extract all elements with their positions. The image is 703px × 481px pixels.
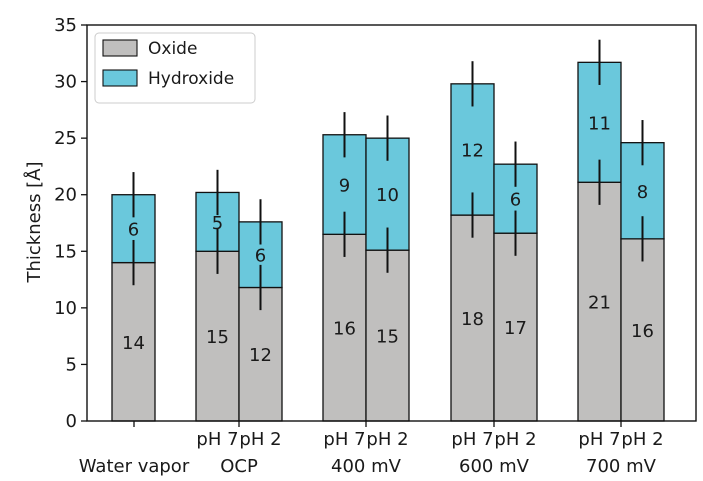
y-tick-label: 20 xyxy=(54,185,77,206)
y-axis-label: Thickness [Å] xyxy=(23,161,45,283)
y-tick-label: 15 xyxy=(54,241,77,262)
group-label: Water vapor xyxy=(79,456,190,477)
legend-label: Oxide xyxy=(148,39,197,59)
oxide-value-label: 21 xyxy=(588,293,611,314)
oxide-value-label: 18 xyxy=(461,309,484,330)
legend-label: Hydroxide xyxy=(148,69,234,89)
hydroxide-value-label: 9 xyxy=(339,176,350,197)
oxide-bar xyxy=(111,261,156,422)
subcategory-label: pH 7 xyxy=(196,429,238,450)
hydroxide-value-label: 12 xyxy=(461,140,484,161)
oxide-value-label: 17 xyxy=(504,318,527,339)
oxide-bar xyxy=(195,250,240,422)
y-tick-label: 0 xyxy=(66,411,77,432)
subcategory-label: pH 7 xyxy=(323,429,365,450)
plot-border xyxy=(86,24,697,422)
group-label: OCP xyxy=(220,456,258,477)
oxide-bar xyxy=(577,181,622,422)
oxide-value-label: 14 xyxy=(122,333,145,354)
y-tick-label: 25 xyxy=(54,128,77,149)
oxide-bar xyxy=(493,232,538,422)
plot-area: 14 6 Water vapor 15 5 pH 7 12 6 pH 2 OCP 16 9 pH 7 15… xyxy=(54,15,697,477)
hydroxide-value-label: 6 xyxy=(255,246,266,267)
y-tick-label: 10 xyxy=(54,298,77,319)
subcategory-label: pH 2 xyxy=(239,429,281,450)
legend-swatch xyxy=(102,39,138,57)
group-label: 700 mV xyxy=(586,456,657,477)
y-tick-label: 35 xyxy=(54,15,77,36)
group-label: 400 mV xyxy=(331,456,402,477)
legend-swatch xyxy=(102,69,138,87)
hydroxide-value-label: 6 xyxy=(510,190,521,211)
y-tick-label: 5 xyxy=(66,354,77,375)
oxide-value-label: 16 xyxy=(333,319,356,340)
group-label: 600 mV xyxy=(459,456,530,477)
subcategory-label: pH 2 xyxy=(366,429,408,450)
y-tick-label: 30 xyxy=(54,72,77,93)
hydroxide-value-label: 8 xyxy=(637,182,648,203)
oxide-value-label: 15 xyxy=(206,327,229,348)
hydroxide-value-label: 5 xyxy=(212,213,223,234)
oxide-value-label: 12 xyxy=(249,345,272,366)
hydroxide-value-label: 11 xyxy=(588,113,611,134)
hydroxide-value-label: 10 xyxy=(376,185,399,206)
oxide-value-label: 16 xyxy=(631,321,654,342)
subcategory-label: pH 7 xyxy=(578,429,620,450)
oxide-value-label: 15 xyxy=(376,327,399,348)
subcategory-label: pH 7 xyxy=(451,429,493,450)
subcategory-label: pH 2 xyxy=(621,429,663,450)
oxide-bar xyxy=(365,249,410,422)
hydroxide-value-label: 6 xyxy=(128,220,139,241)
subcategory-label: pH 2 xyxy=(494,429,536,450)
